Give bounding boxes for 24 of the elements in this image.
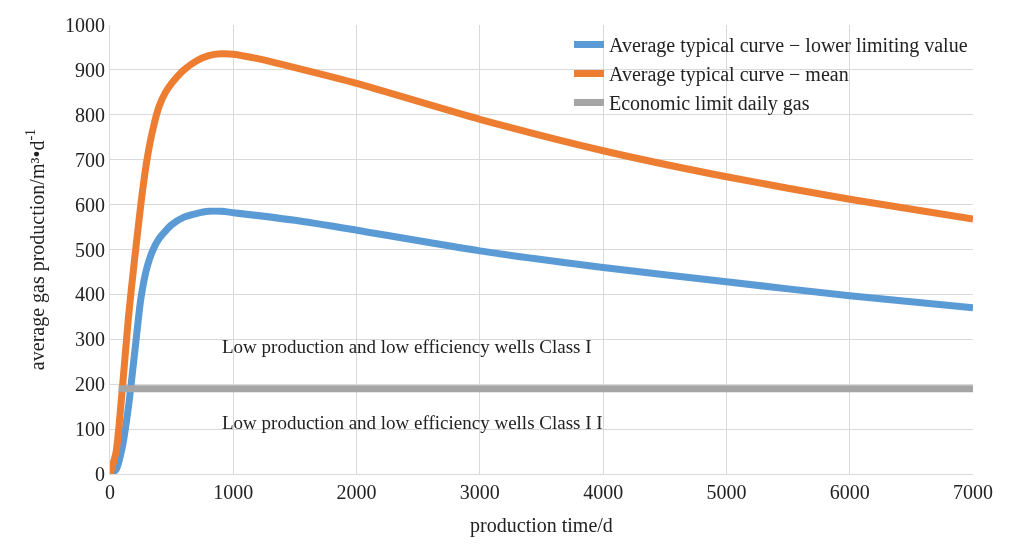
x-tick-label: 3000 bbox=[459, 481, 500, 503]
legend-label: Average typical curve − lower limiting value bbox=[609, 34, 968, 58]
y-tick-label: 400 bbox=[75, 283, 105, 306]
x-tick-label: 2000 bbox=[336, 481, 377, 503]
x-tick-label: 6000 bbox=[829, 481, 870, 503]
legend-label: Economic limit daily gas bbox=[609, 92, 810, 116]
annotation: Low production and low efficiency wells Class I bbox=[222, 336, 592, 357]
legend-label: Average typical curve − mean bbox=[609, 63, 849, 87]
x-axis-title: production time/d bbox=[470, 513, 613, 537]
y-tick-label: 500 bbox=[75, 238, 105, 261]
y-tick-label: 100 bbox=[75, 418, 105, 441]
y-tick-label: 800 bbox=[75, 103, 105, 126]
y-tick-label: 300 bbox=[75, 328, 105, 351]
y-tick-label: 600 bbox=[75, 193, 105, 216]
x-tick-label: 1000 bbox=[213, 481, 254, 503]
y-tick-label: 0 bbox=[95, 463, 105, 485]
y-tick-label: 1000 bbox=[65, 14, 105, 36]
x-tick-label: 7000 bbox=[953, 481, 993, 503]
x-tick-label: 4000 bbox=[583, 481, 624, 503]
y-tick-label: 900 bbox=[75, 58, 105, 81]
y-tick-label: 700 bbox=[75, 148, 105, 171]
annotation: Low production and low efficiency wells Class I I bbox=[222, 412, 603, 433]
y-tick-label: 200 bbox=[75, 373, 105, 396]
x-tick-label: 5000 bbox=[706, 481, 747, 503]
